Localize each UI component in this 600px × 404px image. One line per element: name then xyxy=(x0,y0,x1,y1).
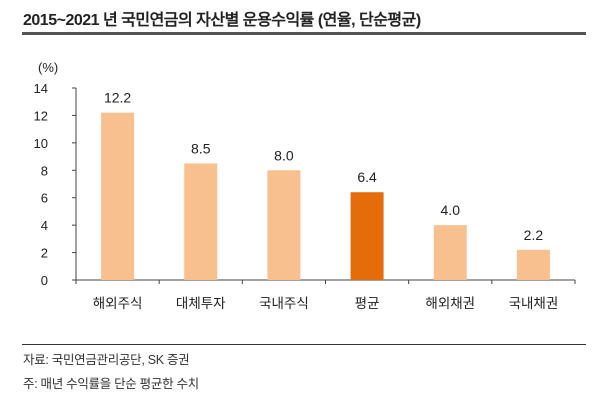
x-tick-label: 해외채권 xyxy=(425,296,475,311)
chart-title: 2015~2021 년 국민연금의 자산별 운용수익률 (연율, 단순평균) xyxy=(23,12,421,29)
bar-4 xyxy=(433,225,467,280)
footnote: 주: 매년 수익률을 단순 평균한 수치 xyxy=(23,377,199,391)
y-tick-label: 8 xyxy=(41,163,48,178)
x-tick-label: 국내주식 xyxy=(259,296,309,311)
data-label: 4.0 xyxy=(441,202,461,218)
y-tick-label: 2 xyxy=(41,246,48,261)
x-tick-label: 평균 xyxy=(355,296,380,311)
bar-2 xyxy=(267,170,301,280)
y-tick-label: 12 xyxy=(34,108,48,123)
footer-divider xyxy=(22,344,586,345)
y-tick-label: 6 xyxy=(41,191,48,206)
x-tick-label: 대체투자 xyxy=(176,296,226,311)
bar-chart: (%) 0 2 4 6 8 10 12 14 12.2 해외주식 8.5 대체투자 8.0 국내주식 6.4 평… xyxy=(34,60,576,311)
x-tick-label: 국내채권 xyxy=(509,296,559,311)
bar-5 xyxy=(516,249,550,280)
data-label: 6.4 xyxy=(357,169,377,185)
data-label: 2.2 xyxy=(524,227,544,243)
data-label: 8.0 xyxy=(274,147,294,163)
source-note: 자료: 국민연금관리공단, SK 증권 xyxy=(23,353,190,367)
x-tick-label: 해외주식 xyxy=(93,296,143,311)
y-tick-label: 14 xyxy=(34,81,48,96)
y-axis-unit-label: (%) xyxy=(38,60,58,75)
bar-1 xyxy=(184,163,218,280)
y-tick-label: 0 xyxy=(41,273,48,288)
data-label: 12.2 xyxy=(104,90,131,106)
y-tick-label: 4 xyxy=(41,218,48,233)
y-tick-label: 10 xyxy=(34,136,48,151)
bar-0 xyxy=(101,112,135,280)
data-label: 8.5 xyxy=(191,140,211,156)
title-divider xyxy=(22,32,586,35)
bar-3 xyxy=(350,192,384,280)
